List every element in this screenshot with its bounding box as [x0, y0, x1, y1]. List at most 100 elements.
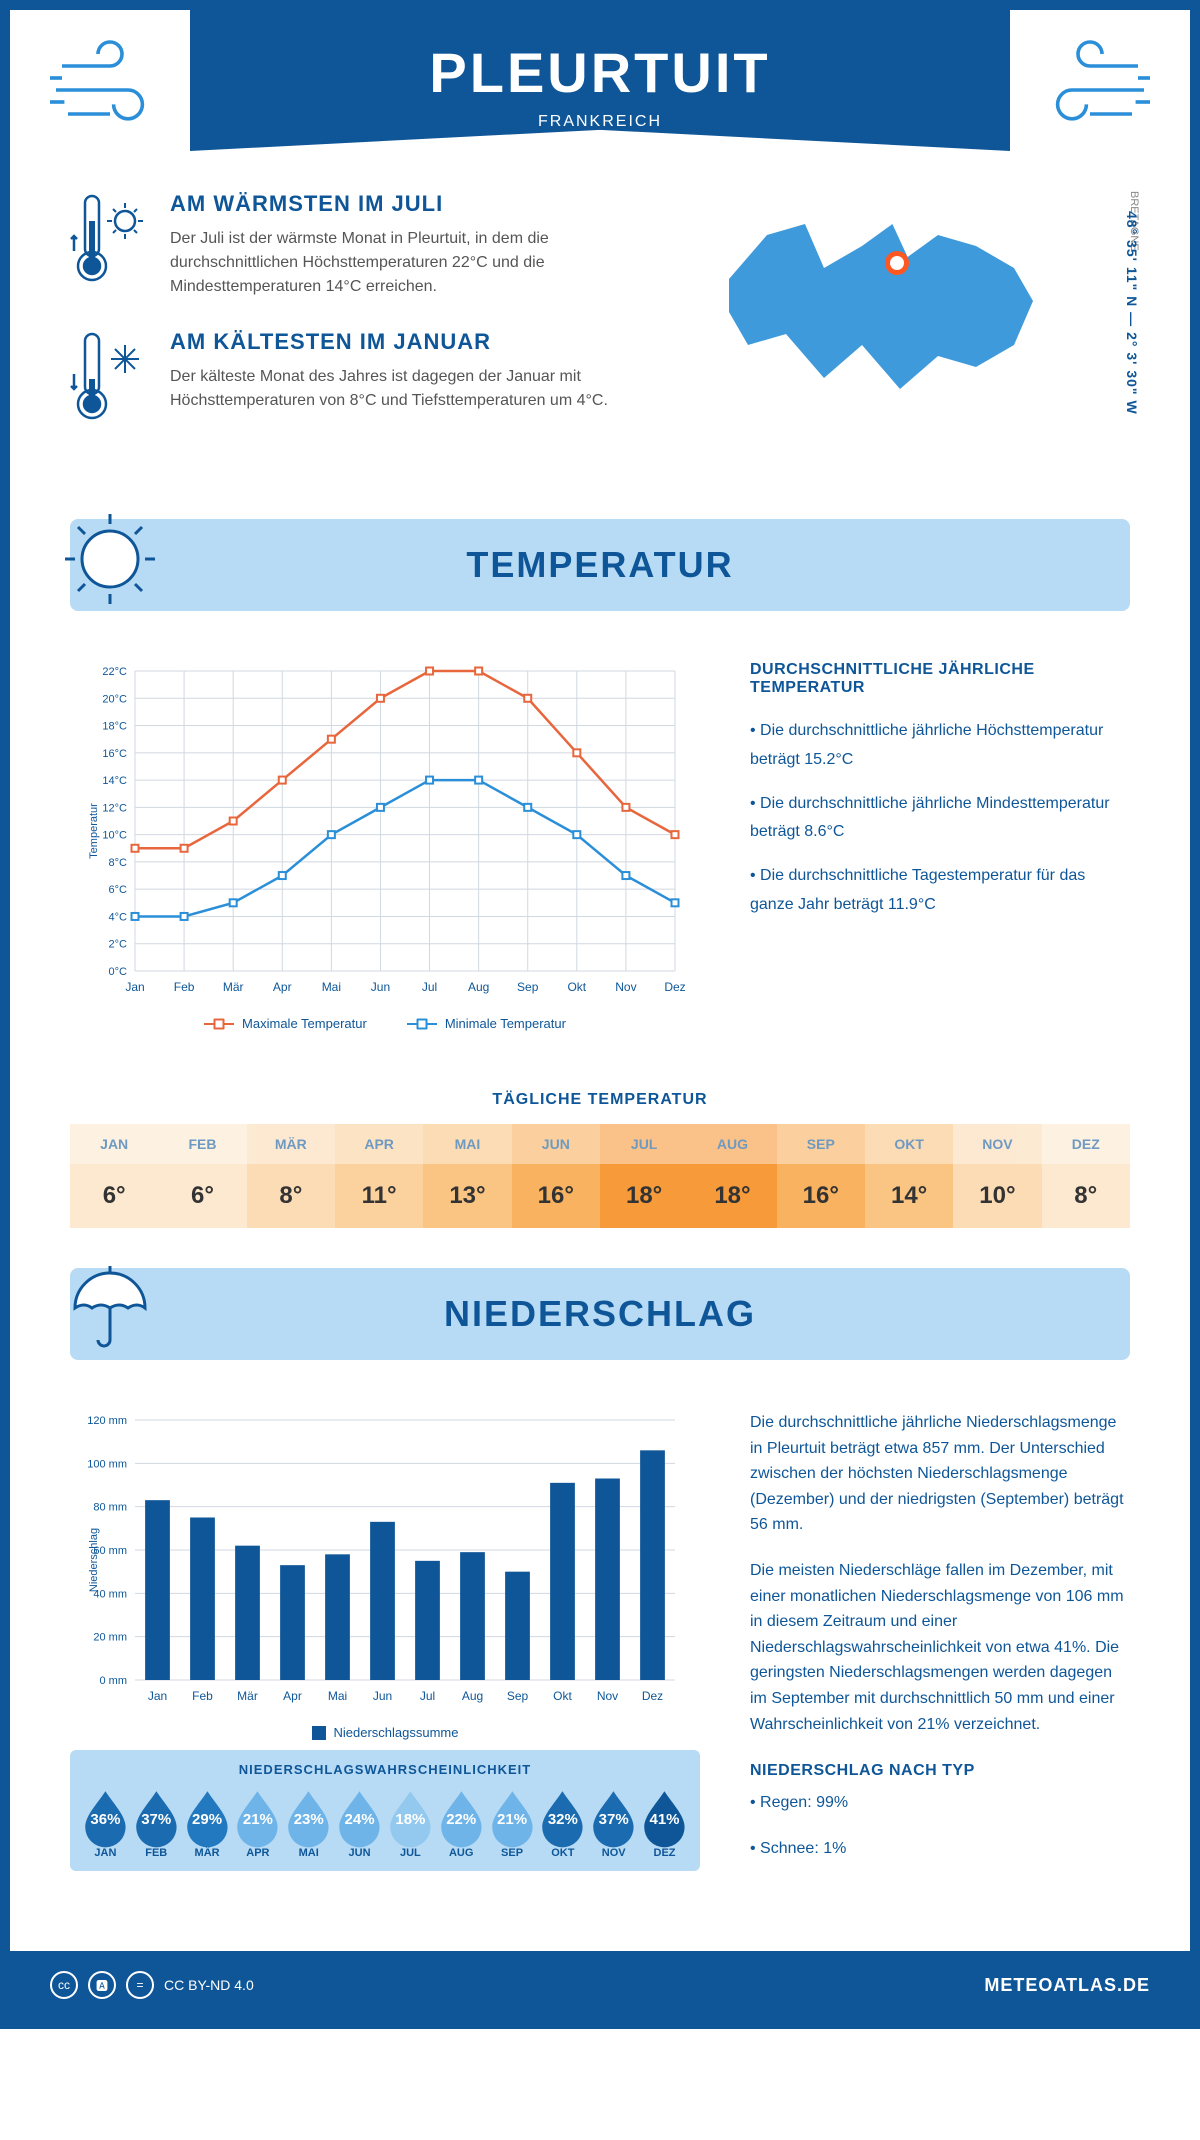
sun-icon	[60, 509, 160, 609]
probability-drop: 29%MÄR	[184, 1789, 231, 1859]
temp-bullet: • Die durchschnittliche Tagestemperatur …	[750, 862, 1130, 920]
svg-text:22°C: 22°C	[102, 666, 127, 678]
precip-type: • Schnee: 1%	[750, 1836, 1130, 1862]
svg-text:Nov: Nov	[615, 980, 636, 994]
svg-text:2°C: 2°C	[109, 939, 128, 951]
precip-section-header: NIEDERSCHLAG	[70, 1268, 1130, 1360]
svg-text:0°C: 0°C	[109, 966, 128, 978]
probability-drop: 37%NOV	[590, 1789, 637, 1859]
heatmap-cell: DEZ8°	[1042, 1124, 1130, 1228]
probability-box: NIEDERSCHLAGSWAHRSCHEINLICHKEIT 36%JAN37…	[70, 1750, 700, 1871]
precipitation-bar-chart: 0 mm20 mm40 mm60 mm80 mm100 mm120 mmJanF…	[70, 1410, 700, 1730]
license-text: CC BY-ND 4.0	[164, 1977, 254, 1993]
svg-text:Jun: Jun	[373, 1689, 392, 1703]
infographic-page: PLEURTUIT FRANKREICH AM WÄRMSTEN IM JULI…	[0, 0, 1200, 2029]
thermometer-cold-icon	[70, 329, 150, 429]
svg-text:Sep: Sep	[517, 980, 539, 994]
temp-section-header: TEMPERATUR	[70, 519, 1130, 611]
svg-text:Okt: Okt	[567, 980, 586, 994]
city-name: PLEURTUIT	[190, 40, 1010, 105]
temperature-line-chart: 0°C2°C4°C6°C8°C10°C12°C14°C16°C18°C20°C2…	[70, 661, 700, 1041]
probability-drop: 22%AUG	[438, 1789, 485, 1859]
svg-text:Feb: Feb	[174, 980, 195, 994]
heatmap-cell: JUL18°	[600, 1124, 688, 1228]
probability-drop: 37%FEB	[133, 1789, 180, 1859]
warmest-fact: AM WÄRMSTEN IM JULI Der Juli ist der wär…	[70, 191, 670, 299]
svg-text:Jan: Jan	[148, 1689, 167, 1703]
svg-text:Mai: Mai	[322, 980, 341, 994]
svg-text:Jul: Jul	[422, 980, 437, 994]
svg-text:Feb: Feb	[192, 1689, 213, 1703]
daily-temp-title: TÄGLICHE TEMPERATUR	[10, 1091, 1190, 1109]
temp-bullet: • Die durchschnittliche jährliche Mindes…	[750, 790, 1130, 848]
heatmap-cell: SEP16°	[777, 1124, 865, 1228]
probability-drop: 18%JUL	[387, 1789, 434, 1859]
site-name: METEOATLAS.DE	[984, 1975, 1150, 1996]
svg-text:Niederschlag: Niederschlag	[88, 1528, 100, 1592]
warmest-title: AM WÄRMSTEN IM JULI	[170, 191, 670, 217]
cc-icon: cc	[50, 1971, 78, 1999]
svg-text:Jun: Jun	[371, 980, 390, 994]
footer: cc 🅰 = CC BY-ND 4.0 METEOATLAS.DE	[10, 1951, 1190, 2019]
wind-icon-right	[1030, 40, 1150, 140]
probability-drop: 36%JAN	[82, 1789, 129, 1859]
svg-text:Jul: Jul	[420, 1689, 435, 1703]
svg-text:0 mm: 0 mm	[100, 1675, 128, 1687]
svg-text:Dez: Dez	[642, 1689, 663, 1703]
svg-text:16°C: 16°C	[102, 748, 127, 760]
umbrella-icon	[60, 1258, 160, 1358]
probability-drop: 21%APR	[234, 1789, 281, 1859]
prob-title: NIEDERSCHLAGSWAHRSCHEINLICHKEIT	[82, 1762, 688, 1777]
coordinates: 48° 35' 11" N — 2° 3' 30" W	[1124, 211, 1140, 415]
svg-text:Sep: Sep	[507, 1689, 529, 1703]
heatmap-cell: MÄR8°	[247, 1124, 335, 1228]
heatmap-cell: MAI13°	[423, 1124, 511, 1228]
nd-icon: =	[126, 1971, 154, 1999]
svg-text:Jan: Jan	[125, 980, 144, 994]
svg-text:Temperatur: Temperatur	[88, 803, 100, 859]
precip-para2: Die meisten Niederschläge fallen im Deze…	[750, 1558, 1130, 1737]
probability-drop: 32%OKT	[539, 1789, 586, 1859]
map-container: BRETAGNE 48° 35' 11" N — 2° 3' 30" W	[710, 191, 1130, 459]
heatmap-cell: FEB6°	[158, 1124, 246, 1228]
svg-text:Aug: Aug	[468, 980, 489, 994]
svg-text:Aug: Aug	[462, 1689, 483, 1703]
svg-text:Apr: Apr	[283, 1689, 302, 1703]
svg-text:80 mm: 80 mm	[93, 1502, 127, 1514]
svg-text:120 mm: 120 mm	[87, 1415, 127, 1427]
probability-drop: 41%DEZ	[641, 1789, 688, 1859]
coldest-fact: AM KÄLTESTEN IM JANUAR Der kälteste Mona…	[70, 329, 670, 429]
svg-text:Mär: Mär	[237, 1689, 258, 1703]
svg-text:20 mm: 20 mm	[93, 1632, 127, 1644]
location-marker	[885, 251, 909, 275]
temp-info-title: DURCHSCHNITTLICHE JÄHRLICHE TEMPERATUR	[750, 661, 1130, 697]
svg-text:14°C: 14°C	[102, 775, 127, 787]
thermometer-hot-icon	[70, 191, 150, 291]
svg-text:Okt: Okt	[553, 1689, 572, 1703]
precip-title: NIEDERSCHLAG	[70, 1293, 1130, 1335]
svg-text:18°C: 18°C	[102, 721, 127, 733]
by-icon: 🅰	[88, 1971, 116, 1999]
probability-drop: 23%MAI	[285, 1789, 332, 1859]
svg-text:10°C: 10°C	[102, 830, 127, 842]
temp-title: TEMPERATUR	[70, 544, 1130, 586]
svg-text:4°C: 4°C	[109, 911, 128, 923]
precip-info: Die durchschnittliche jährliche Niedersc…	[750, 1410, 1130, 1881]
svg-text:Nov: Nov	[597, 1689, 618, 1703]
probability-drop: 21%SEP	[489, 1789, 536, 1859]
coldest-title: AM KÄLTESTEN IM JANUAR	[170, 329, 670, 355]
svg-text:Mai: Mai	[328, 1689, 347, 1703]
country-name: FRANKREICH	[190, 113, 1010, 131]
svg-text:12°C: 12°C	[102, 802, 127, 814]
heatmap-cell: JAN6°	[70, 1124, 158, 1228]
heatmap-cell: AUG18°	[688, 1124, 776, 1228]
daily-temp-heatmap: JAN6°FEB6°MÄR8°APR11°MAI13°JUN16°JUL18°A…	[70, 1124, 1130, 1228]
header-banner: PLEURTUIT FRANKREICH	[190, 10, 1010, 151]
precip-type: • Regen: 99%	[750, 1790, 1130, 1816]
world-map	[710, 191, 1090, 411]
precip-para1: Die durchschnittliche jährliche Niedersc…	[750, 1410, 1130, 1538]
svg-text:Dez: Dez	[664, 980, 685, 994]
temp-legend: Maximale Temperatur Minimale Temperatur	[70, 1016, 700, 1031]
legend-max: Maximale Temperatur	[242, 1016, 367, 1031]
heatmap-cell: APR11°	[335, 1124, 423, 1228]
